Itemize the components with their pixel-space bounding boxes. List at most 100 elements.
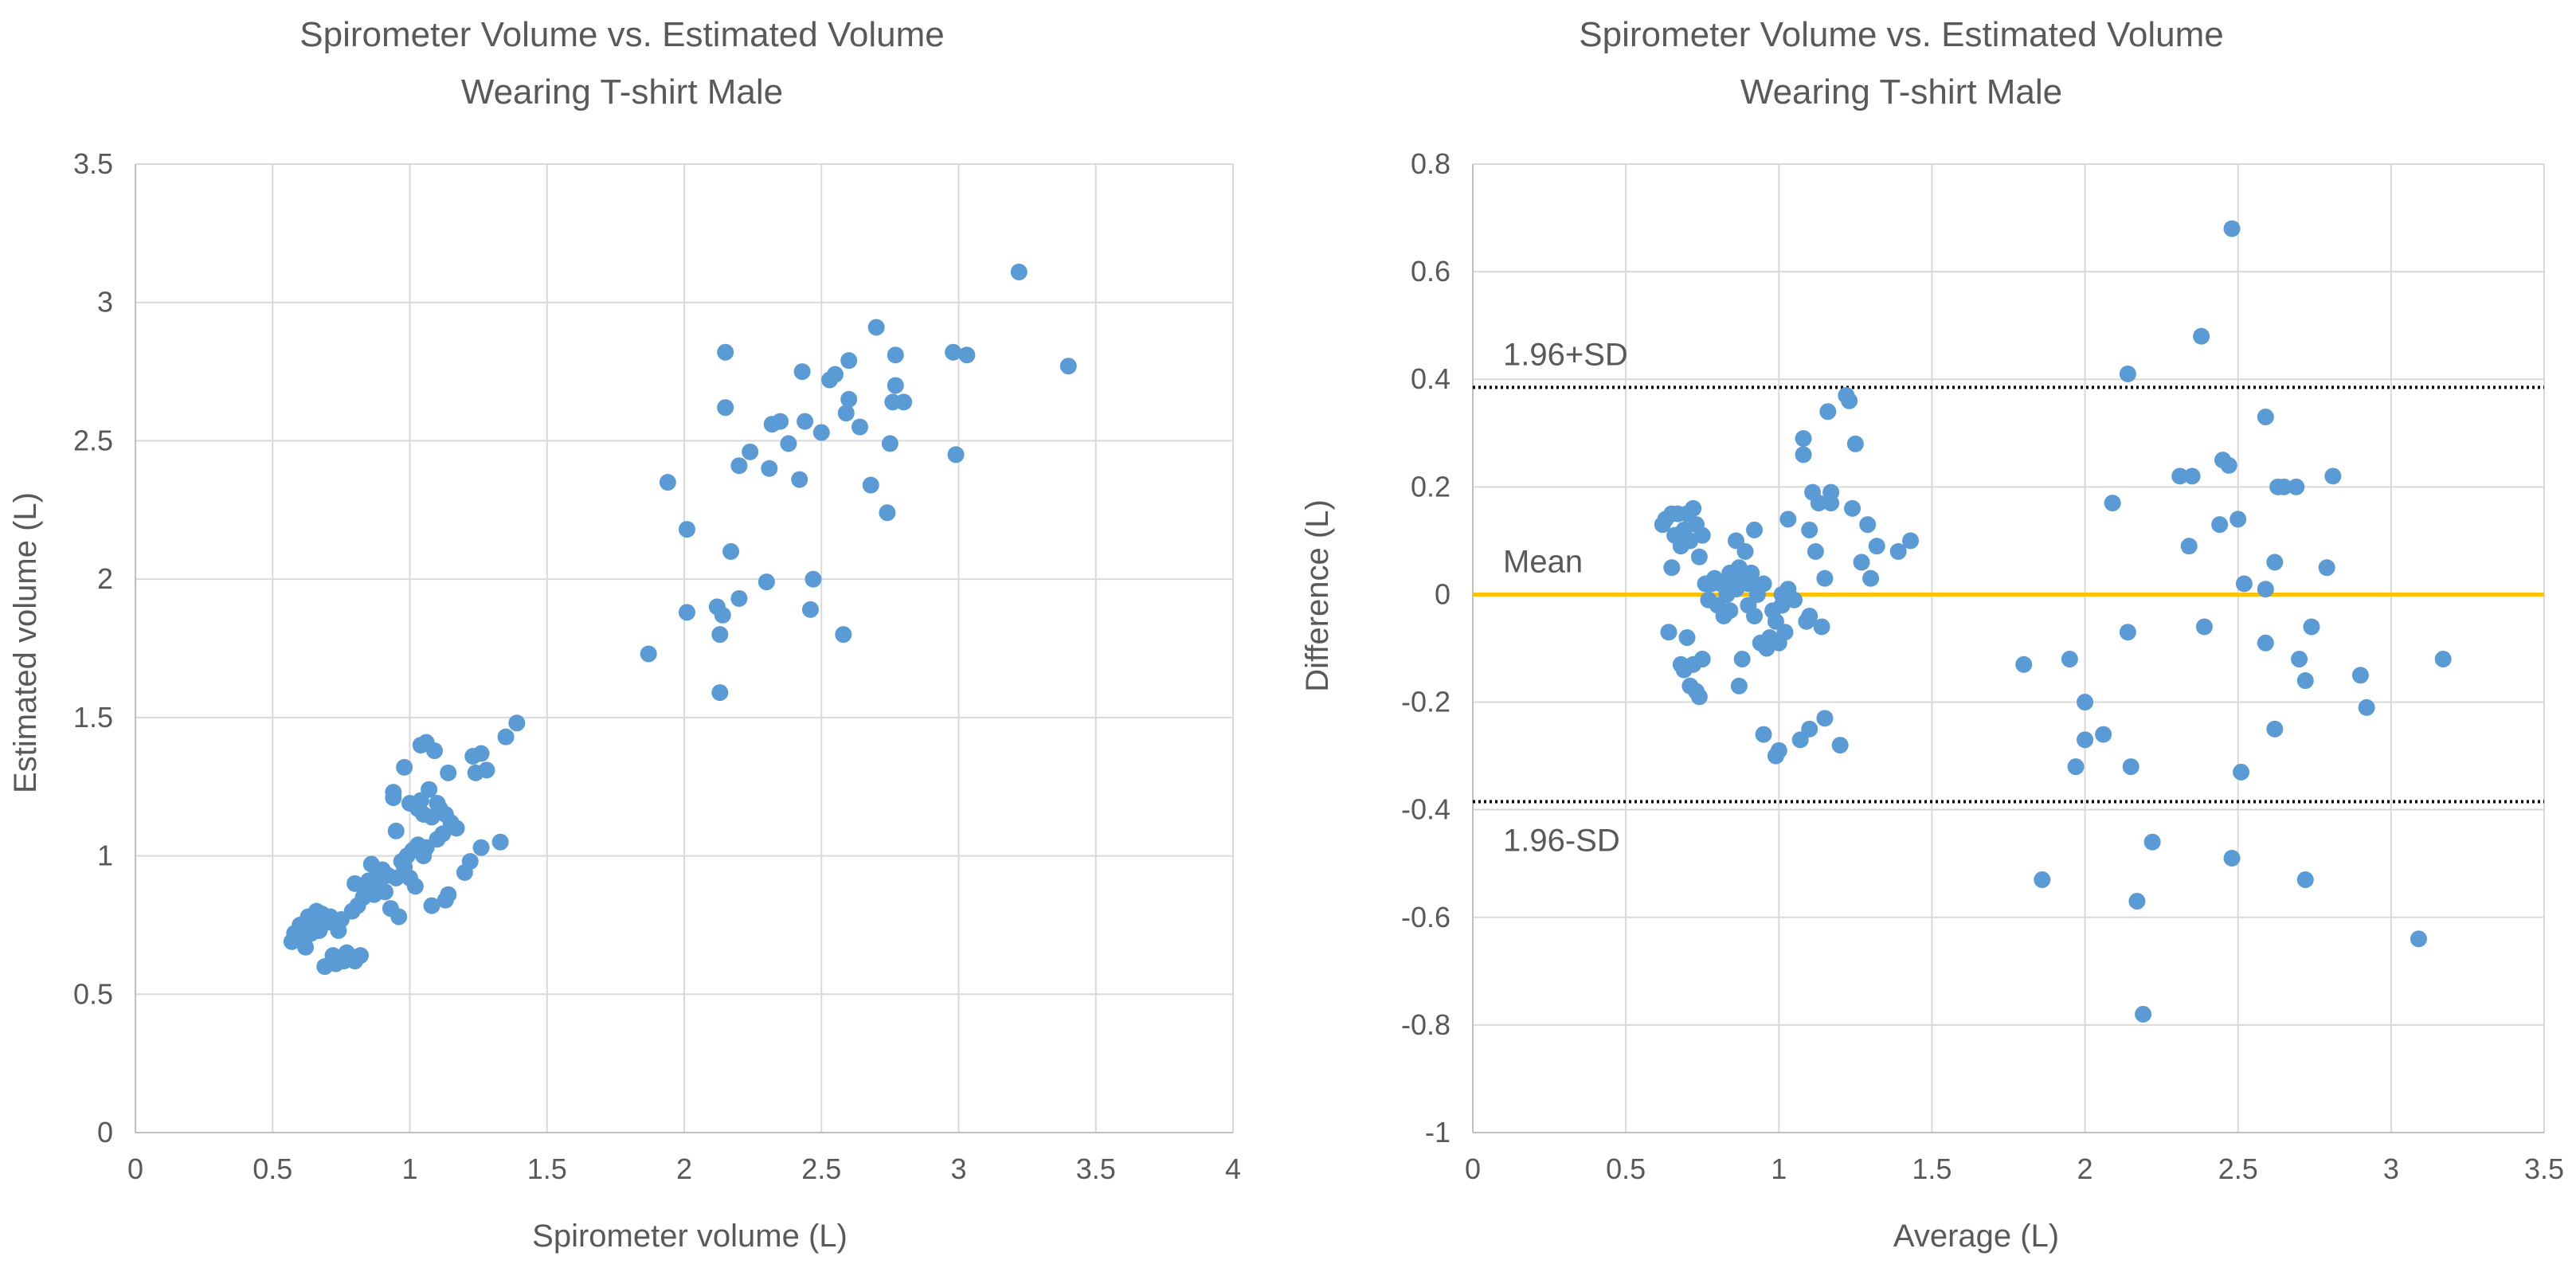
data-point [1902,532,1920,550]
data-point [2104,495,2121,512]
data-point [2257,409,2274,426]
data-point [945,343,962,361]
y-tick-label: 0.8 [1411,147,1450,180]
data-point [1746,521,1764,538]
data-point [2171,468,2189,485]
data-point [812,424,830,441]
data-point [711,684,729,702]
data-point [1786,591,1803,609]
data-point [2434,651,2452,668]
data-point [1889,542,1907,560]
data-point [2195,618,2213,636]
data-point [881,435,898,452]
data-point [2119,365,2136,382]
scatter-chart-spirometer-vs-estimated: 0 0.5 1 1.5 2 2.5 3 3.5 4 0 0.5 1 1.5 2 2.5 3 3.5 Spirom… [8,15,1241,1254]
x-tick-label: 3.5 [1076,1152,1116,1185]
data-point [406,878,424,895]
x-tick-label: 4 [1225,1152,1241,1185]
data-point [2015,655,2033,673]
data-point [1862,569,1880,587]
data-point [758,573,775,591]
y-axis-label: Difference (L) [1300,499,1335,692]
data-point [2303,618,2320,636]
data-point [440,764,457,781]
data-point [840,352,858,370]
data-point [2095,726,2112,743]
data-point [461,853,479,871]
data-point [2230,511,2247,528]
data-point [879,504,896,522]
data-point [2235,575,2253,593]
data-point [2358,699,2375,716]
data-point [722,542,740,560]
grid-lines [135,163,1234,1133]
data-point [2233,763,2250,781]
data-point [826,366,844,383]
data-point [448,820,465,837]
data-point [2193,327,2210,345]
data-point [1844,499,1862,517]
data-point [2324,468,2342,485]
data-point [1813,618,1830,636]
data-point [2061,651,2078,668]
data-point [1831,737,1849,754]
data-point [2067,758,2085,776]
x-axis-label: Spirometer volume (L) [532,1219,848,1254]
x-tick-label: 2.5 [2218,1152,2258,1185]
reference-lines: 1.96+SD Mean 1.96-SD [1473,337,2544,859]
data-point [2119,624,2136,641]
data-point [1746,607,1764,624]
x-tick-label: 1.5 [1912,1152,1952,1185]
data-point [772,413,789,430]
data-point [678,604,695,621]
data-point [1822,495,1840,512]
tick-labels: 0 0.5 1 1.5 2 2.5 3 3.5 -1 -0.8 -0.6 -0.4 -0.2 0 0.2 0.… [1401,147,2564,1185]
data-point [472,745,490,762]
data-point [1801,607,1818,624]
data-point [2275,478,2292,495]
data-point [1853,554,1870,571]
data-point [1690,548,1708,565]
data-point [742,443,759,460]
data-point [1010,263,1028,280]
y-tick-label: -0.2 [1401,686,1450,718]
x-tick-label: 1 [1771,1152,1787,1185]
data-point [423,897,440,914]
data-point [793,363,811,381]
y-tick-label: 3 [97,286,113,319]
data-point [2183,468,2201,485]
data-point [390,908,408,925]
y-tick-label: -0.6 [1401,901,1450,933]
data-point [2034,871,2051,888]
data-point [421,781,438,798]
data-point [1693,651,1711,668]
data-point [791,471,808,488]
data-point [711,626,729,644]
data-point [835,626,852,644]
data-point [297,938,315,956]
data-point [797,413,814,430]
x-tick-label: 1 [401,1152,417,1185]
chart-subtitle: Wearing T-shirt Male [461,72,783,112]
data-point [1770,742,1787,759]
data-point [714,606,731,624]
reference-line-label: Mean [1503,544,1583,579]
data-point [805,570,822,588]
data-point [840,390,858,408]
data-point [2266,554,2284,571]
data-point [2223,849,2241,867]
data-point [862,476,879,494]
data-point [717,343,734,361]
data-point [730,457,748,475]
chart-left-svg: 0 0.5 1 1.5 2 2.5 3 3.5 4 0 0.5 1 1.5 2 2.5 3 3.5 Spirom… [8,15,1241,1254]
data-point [2128,893,2146,910]
data-point [2351,667,2369,684]
data-point [947,446,965,464]
data-point [2077,694,2094,711]
x-tick-label: 3.5 [2524,1152,2564,1185]
data-point [2220,456,2237,474]
data-point [385,789,402,807]
data-point [1807,542,1824,560]
data-point [1693,526,1711,544]
data-point [851,418,868,436]
